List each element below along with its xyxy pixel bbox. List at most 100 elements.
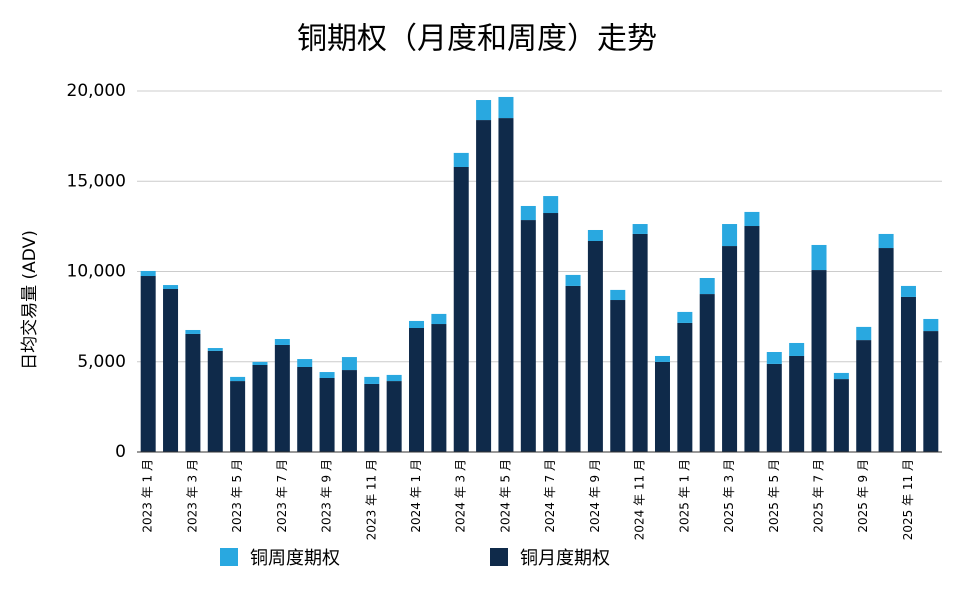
bar-segment: [341, 357, 357, 371]
bar-segment: [900, 296, 916, 452]
x-tick-label: 2025 年 7 月: [812, 459, 826, 533]
bar-segment: [587, 240, 603, 452]
x-tick-label: 2023 年 11 月: [364, 459, 378, 540]
bar-segment: [431, 313, 447, 325]
bar-segment: [230, 376, 246, 382]
bar-segment: [140, 270, 156, 277]
bar-segment: [297, 366, 313, 452]
x-tick-label: 2025 年 5 月: [767, 459, 781, 533]
bar-segment: [297, 359, 313, 367]
x-tick-label: 2023 年 3 月: [185, 459, 199, 533]
bar-segment: [386, 381, 402, 452]
bar-segment: [677, 322, 693, 452]
bar-segment: [453, 166, 469, 453]
x-tick-label: 2024 年 3 月: [454, 459, 468, 533]
bar-segment: [766, 352, 782, 364]
bar-segment: [654, 355, 670, 362]
y-tick-label: 0: [115, 442, 126, 462]
bar-segment: [409, 320, 425, 328]
bar-segment: [431, 324, 447, 452]
x-tick-label: 2025 年 9 月: [856, 459, 870, 533]
bar-segment: [610, 300, 626, 452]
x-tick-label: 2025 年 3 月: [722, 459, 736, 533]
x-tick-label: 2024 年 9 月: [588, 459, 602, 533]
bar-segment: [185, 333, 201, 452]
bar-segment: [811, 270, 827, 452]
bar-segment: [565, 274, 581, 286]
bar-segment: [833, 372, 849, 380]
bar-segment: [543, 196, 559, 214]
x-tick-label: 2023 年 1 月: [141, 459, 155, 533]
bar-segment: [453, 152, 469, 167]
bar-segment: [923, 331, 939, 452]
bar-segment: [498, 118, 514, 452]
bar-segment: [610, 289, 626, 301]
y-tick-label: 15,000: [67, 171, 126, 191]
x-tick-label: 2023 年 7 月: [275, 459, 289, 533]
bar-segment: [274, 339, 290, 345]
bar-segment: [207, 348, 223, 351]
bar-segment: [476, 120, 492, 453]
bar-segment: [520, 205, 536, 221]
bar-segment: [230, 381, 246, 452]
bar-segment: [632, 233, 648, 452]
y-tick-label: 5,000: [77, 352, 126, 372]
bar-segment: [252, 364, 268, 452]
x-tick-label: 2024 年 5 月: [498, 459, 512, 533]
bar-segment: [163, 285, 179, 290]
bar-segment: [833, 379, 849, 452]
bar-segment: [207, 350, 223, 452]
bar-segment: [856, 340, 872, 452]
legend-label: 铜月度期权: [520, 548, 610, 569]
bar-segment: [699, 294, 715, 452]
legend-label: 铜周度期权: [250, 548, 340, 569]
bar-segment: [163, 289, 179, 452]
bar-segment: [341, 370, 357, 452]
bar-segment: [766, 363, 782, 452]
x-tick-label: 2023 年 9 月: [320, 459, 334, 533]
bar-segment: [587, 229, 603, 241]
bar-segment: [878, 248, 894, 452]
bar-segment: [364, 383, 380, 452]
bar-segment: [543, 213, 559, 452]
bar-segment: [476, 100, 492, 121]
x-tick-label: 2024 年 11 月: [633, 459, 647, 540]
bar-segment: [789, 342, 805, 356]
bar-segment: [386, 374, 402, 382]
y-axis-label: 日均交易量 (ADV): [20, 230, 40, 370]
bar-segment: [632, 224, 648, 234]
x-tick-label: 2025 年 11 月: [901, 459, 915, 540]
bar-segment: [185, 329, 201, 334]
bar-segment: [923, 318, 939, 332]
bar-segment: [319, 377, 335, 452]
bar-segment: [722, 224, 738, 247]
bar-segment: [654, 361, 670, 452]
bar-segment: [878, 233, 894, 249]
bar-segment: [744, 226, 760, 452]
bar-segment: [565, 285, 581, 452]
x-tick-label: 2025 年 1 月: [677, 459, 691, 533]
bar-segment: [856, 326, 872, 341]
bar-segment: [900, 285, 916, 297]
bar-segment: [789, 355, 805, 452]
bar-segment: [409, 327, 425, 452]
bar-segment: [520, 220, 536, 452]
bar-segment: [722, 246, 738, 452]
bar-segment: [498, 96, 514, 119]
x-tick-label: 2024 年 7 月: [543, 459, 557, 533]
bar-segment: [274, 344, 290, 452]
chart-title: 铜期权（月度和周度）走势: [297, 22, 657, 57]
bar-segment: [811, 244, 827, 271]
legend-swatch: [220, 548, 238, 566]
x-tick-label: 2024 年 1 月: [409, 459, 423, 533]
bar-segment: [364, 376, 380, 384]
bar-segment: [699, 277, 715, 295]
y-tick-label: 20,000: [67, 81, 126, 101]
bar-segment: [744, 211, 760, 227]
bar-segment: [677, 311, 693, 323]
y-tick-label: 10,000: [67, 262, 126, 282]
legend-swatch: [490, 548, 508, 566]
bar-segment: [319, 372, 335, 378]
bar-segment: [252, 361, 268, 365]
